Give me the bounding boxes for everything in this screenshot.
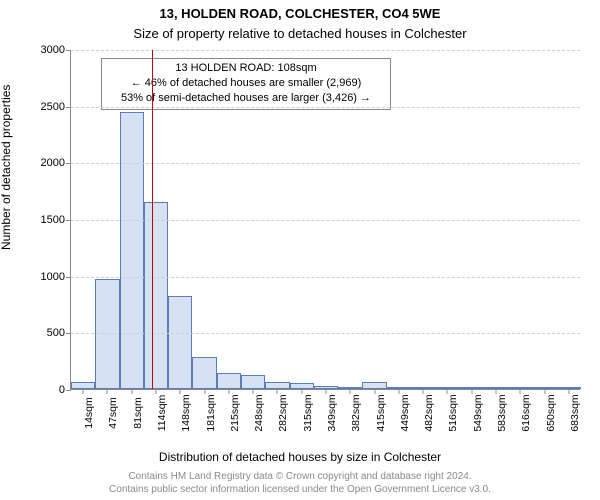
xtick-mark [253,389,254,394]
chart-title: 13, HOLDEN ROAD, COLCHESTER, CO4 5WE [0,6,600,21]
xtick-label: 81sqm [132,397,144,429]
ytick-label: 3000 [41,44,65,56]
ytick-mark [66,277,71,278]
xtick-label: 215sqm [229,394,241,431]
xtick-mark [520,389,521,394]
ytick-label: 500 [47,327,65,339]
ytick-label: 0 [59,384,65,396]
xtick-mark [350,389,351,394]
ytick-mark [66,163,71,164]
x-axis-label: Distribution of detached houses by size … [0,450,600,464]
xtick-label: 616sqm [520,394,532,431]
xtick-mark [228,389,229,394]
xtick-label: 382sqm [350,394,362,431]
grid-line [71,277,580,278]
attribution-line-2: Contains public sector information licen… [0,484,600,497]
xtick-label: 349sqm [326,394,338,431]
ytick-label: 2500 [41,101,65,113]
xtick-label: 47sqm [107,397,119,429]
histogram-bar [217,373,241,389]
ytick-label: 2000 [41,157,65,169]
xtick-mark [204,389,205,394]
ytick-mark [66,50,71,51]
histogram-bar [192,357,216,389]
grid-line [71,163,580,164]
histogram-bar [241,375,265,389]
ytick-mark [66,107,71,108]
xtick-mark [496,389,497,394]
xtick-mark [568,389,569,394]
marker-line [152,50,153,389]
attribution-line-1: Contains HM Land Registry data © Crown c… [0,471,600,484]
xtick-mark [131,389,132,394]
y-axis-label: Number of detached properties [0,85,13,250]
attribution-text: Contains HM Land Registry data © Crown c… [0,471,600,496]
xtick-label: 315sqm [302,394,314,431]
histogram-bar [168,296,192,389]
ytick-mark [66,220,71,221]
histogram-bar [144,202,168,389]
xtick-label: 650sqm [545,394,557,431]
ytick-label: 1500 [41,214,65,226]
xtick-mark [544,389,545,394]
xtick-label: 282sqm [277,394,289,431]
xtick-mark [156,389,157,394]
xtick-label: 181sqm [205,394,217,431]
chart-subtitle: Size of property relative to detached ho… [0,26,600,41]
xtick-mark [180,389,181,394]
grid-line [71,107,580,108]
xtick-mark [471,389,472,394]
xtick-mark [83,389,84,394]
xtick-mark [326,389,327,394]
xtick-label: 148sqm [180,394,192,431]
xtick-mark [301,389,302,394]
xtick-label: 482sqm [423,394,435,431]
histogram-bar [71,382,95,389]
ytick-mark [66,390,71,391]
ytick-label: 1000 [41,271,65,283]
xtick-mark [447,389,448,394]
xtick-mark [423,389,424,394]
xtick-label: 14sqm [83,397,95,429]
xtick-mark [277,389,278,394]
histogram-bar [120,112,144,389]
xtick-label: 248sqm [253,394,265,431]
annotation-box: 13 HOLDEN ROAD: 108sqm← 46% of detached … [101,58,391,110]
xtick-label: 449sqm [399,394,411,431]
ytick-mark [66,333,71,334]
xtick-label: 583sqm [496,394,508,431]
xtick-label: 415sqm [375,394,387,431]
xtick-mark [398,389,399,394]
histogram-bar [265,382,289,389]
plot-area: 13 HOLDEN ROAD: 108sqm← 46% of detached … [70,50,580,390]
xtick-mark [107,389,108,394]
grid-line [71,220,580,221]
xtick-label: 114sqm [156,395,168,432]
grid-line [71,333,580,334]
xtick-mark [374,389,375,394]
xtick-label: 549sqm [472,394,484,431]
chart-container: 13, HOLDEN ROAD, COLCHESTER, CO4 5WE Siz… [0,0,600,500]
histogram-bar [362,382,386,389]
xtick-label: 516sqm [447,394,459,431]
grid-line [71,50,580,51]
xtick-label: 683sqm [569,394,581,431]
